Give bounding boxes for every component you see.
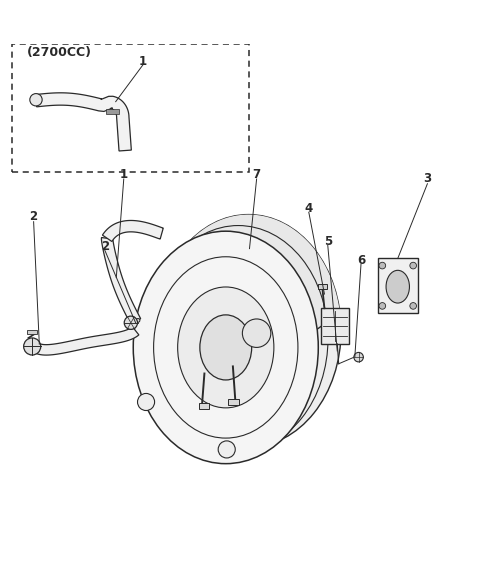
Polygon shape	[33, 327, 139, 355]
Ellipse shape	[386, 270, 409, 303]
Text: 1: 1	[139, 55, 147, 68]
Ellipse shape	[133, 231, 318, 464]
Text: (2700CC): (2700CC)	[26, 46, 92, 59]
Circle shape	[410, 302, 417, 309]
Bar	[228, 399, 239, 405]
Circle shape	[30, 94, 42, 106]
Text: 6: 6	[357, 254, 365, 267]
Text: 3: 3	[423, 173, 432, 185]
Bar	[106, 109, 120, 114]
Bar	[199, 403, 209, 409]
Polygon shape	[36, 93, 132, 151]
Circle shape	[124, 316, 137, 329]
Bar	[378, 259, 418, 313]
Ellipse shape	[178, 287, 274, 408]
Bar	[318, 284, 327, 289]
Circle shape	[354, 352, 363, 362]
Polygon shape	[102, 220, 163, 242]
Polygon shape	[101, 238, 141, 324]
Text: 1: 1	[120, 167, 128, 181]
Text: 7: 7	[252, 167, 261, 181]
Bar	[12, 44, 250, 172]
Circle shape	[410, 262, 417, 269]
Text: 5: 5	[324, 235, 332, 248]
Ellipse shape	[156, 215, 341, 447]
Ellipse shape	[200, 315, 252, 380]
Bar	[27, 330, 37, 334]
Circle shape	[24, 338, 41, 355]
Text: 2: 2	[30, 210, 37, 224]
Text: 2: 2	[101, 240, 109, 253]
Circle shape	[218, 441, 235, 458]
Circle shape	[379, 262, 385, 269]
Circle shape	[242, 319, 271, 347]
Text: 4: 4	[305, 202, 313, 215]
Polygon shape	[134, 215, 340, 329]
Circle shape	[137, 393, 155, 410]
FancyBboxPatch shape	[321, 309, 349, 344]
Circle shape	[379, 302, 385, 309]
